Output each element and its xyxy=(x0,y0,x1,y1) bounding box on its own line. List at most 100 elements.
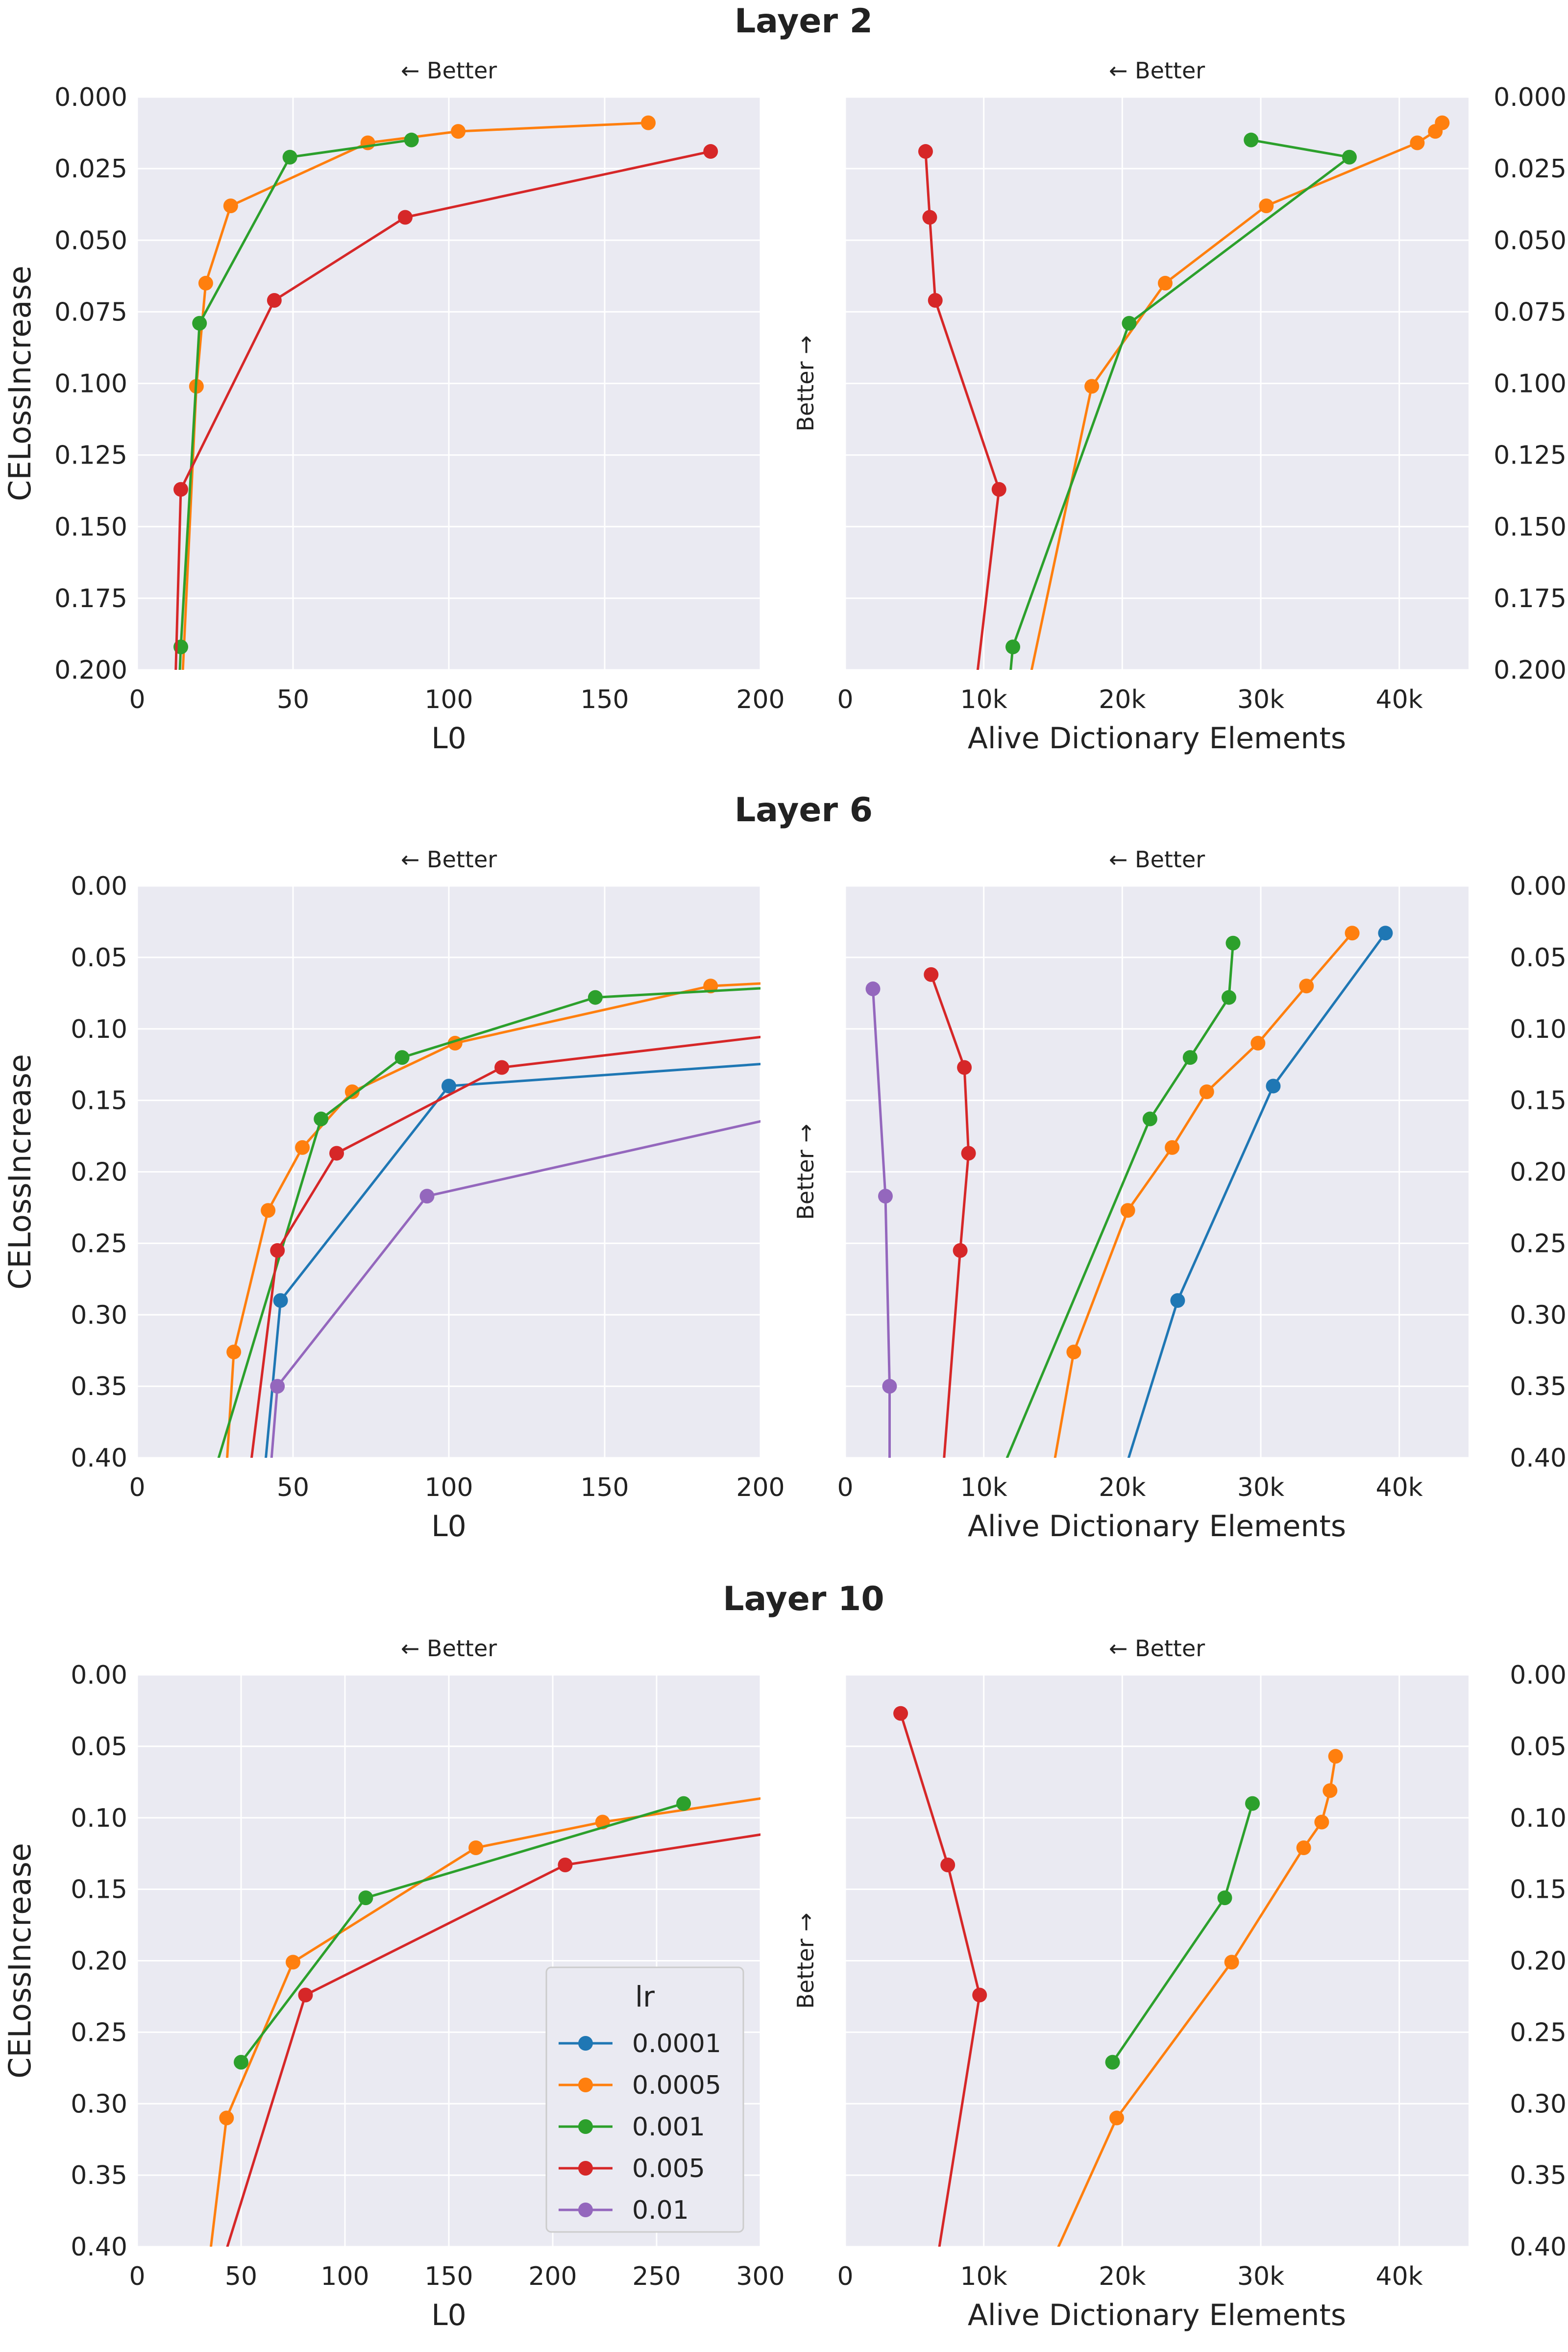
better-left-annotation: ← Better xyxy=(401,57,497,84)
better-left-annotation: ← Better xyxy=(1109,846,1205,873)
data-point xyxy=(1182,1050,1198,1065)
data-point xyxy=(1296,1840,1311,1856)
data-point xyxy=(1259,198,1274,214)
x-tick-label: 0 xyxy=(837,1473,853,1502)
x-tick-label: 40k xyxy=(1376,685,1423,714)
y-tick-label: 0.30 xyxy=(71,2089,127,2119)
data-point xyxy=(1217,1890,1232,1906)
y-tick-label: 0.05 xyxy=(71,943,127,973)
data-point xyxy=(972,1987,987,2003)
y-tick-label: 0.050 xyxy=(54,226,127,255)
y-tick-label: 0.05 xyxy=(71,1732,127,1762)
x-tick-label: 10k xyxy=(960,685,1007,714)
data-point xyxy=(1245,1796,1260,1811)
y-tick-label: 0.200 xyxy=(54,656,127,685)
x-tick-label: 150 xyxy=(580,685,629,714)
y-tick-label: 0.20 xyxy=(1510,1947,1567,1976)
chart-panel-1: 0 10k 20k 30k 40k 0.000 0.025 0.050 0.075 0.100 0.… xyxy=(792,57,1567,756)
data-point xyxy=(198,275,213,291)
data-point xyxy=(219,2110,234,2126)
data-point xyxy=(1066,1345,1081,1360)
x-tick-label: 150 xyxy=(424,2262,473,2291)
chart-panel-4: 0 50 100 150 200 250 300 0.00 0.05 0.10 0.15 0.20 0.… xyxy=(2,1580,884,2332)
data-point xyxy=(1109,2110,1125,2126)
better-left-annotation: ← Better xyxy=(401,846,497,873)
data-point xyxy=(1221,990,1236,1005)
data-point xyxy=(261,1203,276,1218)
legend-label: 0.001 xyxy=(632,2112,705,2142)
y-tick-label: 0.10 xyxy=(1510,1015,1567,1044)
data-point xyxy=(1142,1111,1157,1127)
legend-label: 0.0005 xyxy=(632,2071,721,2100)
y-tick-label: 0.30 xyxy=(1510,2089,1567,2119)
data-point xyxy=(1224,1955,1239,1970)
x-tick-label: 30k xyxy=(1237,1473,1284,1502)
y-tick-label: 0.40 xyxy=(71,1444,127,1473)
y-tick-label: 0.00 xyxy=(71,872,127,901)
y-tick-label: 0.00 xyxy=(1510,1661,1567,1690)
data-point xyxy=(226,1345,242,1360)
y-tick-label: 0.000 xyxy=(54,83,127,112)
series-line-0.0001 xyxy=(1127,932,1387,1458)
data-point xyxy=(940,1858,956,1873)
y-tick-label: 0.35 xyxy=(71,1372,127,1401)
data-point xyxy=(286,1955,300,1970)
data-point xyxy=(1105,2055,1120,2070)
y-tick-label: 0.15 xyxy=(71,1875,127,1905)
y-tick-label: 0.10 xyxy=(71,1804,127,1833)
data-point xyxy=(588,990,603,1005)
y-tick-label: 0.30 xyxy=(71,1300,127,1330)
data-point xyxy=(1170,1293,1185,1308)
data-point xyxy=(1299,979,1314,994)
x-tick-label: 0 xyxy=(129,1473,145,1502)
data-point xyxy=(1165,1140,1180,1155)
y-tick-label: 0.40 xyxy=(71,2232,127,2262)
legend-marker xyxy=(578,2036,593,2051)
y-tick-label: 0.20 xyxy=(1510,1158,1567,1187)
y-tick-label: 0.100 xyxy=(1494,369,1567,399)
x-tick-label: 300 xyxy=(736,2262,784,2291)
data-point xyxy=(558,1858,573,1873)
data-point xyxy=(1345,926,1360,941)
y-tick-label: 0.25 xyxy=(71,1229,127,1258)
data-point xyxy=(1005,639,1021,655)
chart-panel-0: 0 50 100 150 200 0.000 0.025 0.050 0.075 0.100 0.1… xyxy=(2,2,873,756)
y-tick-label: 0.15 xyxy=(1510,1086,1567,1116)
legend-item: 0.0005 xyxy=(559,2071,721,2100)
series-line-0.0001 xyxy=(265,1063,760,1458)
legend-label: 0.005 xyxy=(632,2154,705,2183)
x-tick-label: 200 xyxy=(736,685,784,714)
data-point xyxy=(1225,935,1241,951)
data-point xyxy=(1435,115,1450,130)
row-title: Layer 10 xyxy=(723,1580,884,1618)
data-point xyxy=(1314,1814,1329,1830)
data-point xyxy=(267,293,282,308)
data-point xyxy=(676,1796,691,1811)
x-tick-label: 50 xyxy=(277,1473,309,1502)
data-point xyxy=(173,482,189,497)
better-left-annotation: ← Better xyxy=(1109,1635,1205,1662)
y-tick-label: 0.200 xyxy=(1494,656,1567,685)
data-point xyxy=(1120,1203,1135,1218)
series-group xyxy=(865,926,1393,1458)
y-tick-label: 0.075 xyxy=(54,297,127,327)
data-point xyxy=(1122,316,1137,331)
x-tick-label: 20k xyxy=(1099,2262,1146,2291)
data-point xyxy=(928,293,943,308)
legend-item: 0.005 xyxy=(559,2154,705,2183)
data-point xyxy=(314,1111,329,1127)
series-group xyxy=(173,115,718,670)
y-tick-label: 0.150 xyxy=(1494,513,1567,542)
chart-panel-5: 0 10k 20k 30k 40k 0.00 0.05 0.10 0.15 0.20 0.25 0.3… xyxy=(792,1635,1567,2332)
chart-panel-2: 0 50 100 150 200 0.00 0.05 0.10 0.15 0.20 0.25 0.30… xyxy=(2,791,873,1544)
data-point xyxy=(991,482,1006,497)
data-point xyxy=(1250,1035,1266,1051)
data-point xyxy=(234,2055,248,2070)
data-point xyxy=(918,144,933,159)
y-axis-label: CELossIncrease xyxy=(2,1843,38,2079)
y-tick-label: 0.35 xyxy=(1510,2161,1567,2190)
data-point xyxy=(957,1060,972,1075)
y-tick-label: 0.40 xyxy=(1510,1444,1567,1473)
y-tick-label: 0.10 xyxy=(71,1015,127,1044)
series-group xyxy=(209,1796,760,2247)
